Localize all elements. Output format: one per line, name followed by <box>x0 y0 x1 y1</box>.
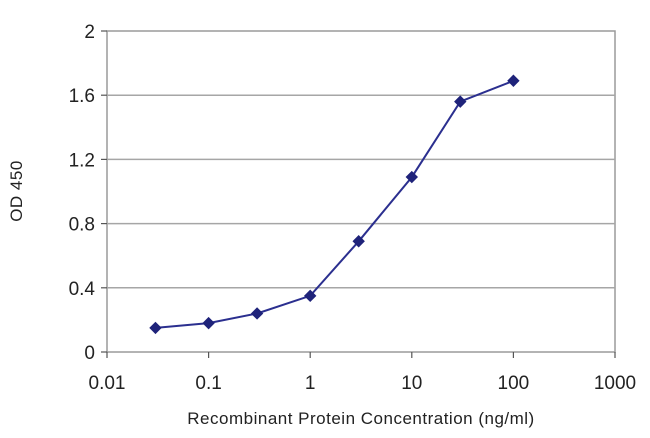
x-tick-label: 1000 <box>594 373 636 394</box>
grid-lines <box>107 94 615 289</box>
data-point <box>250 307 264 320</box>
x-tick-label: 10 <box>401 373 422 394</box>
data-point <box>454 95 467 108</box>
data-point <box>352 235 365 248</box>
y-axis-title: OD 450 <box>7 160 26 222</box>
y-tick-label: 0.4 <box>69 279 96 300</box>
data-point <box>202 316 215 330</box>
series-group <box>149 74 520 335</box>
x-axis-ticks: 0.01 0.1 1 10 100 1000 <box>89 352 636 394</box>
x-tick-label: 100 <box>498 373 530 394</box>
x-tick-label: 0.1 <box>195 373 221 394</box>
data-point <box>507 74 520 87</box>
x-tick-label: 1 <box>305 373 316 394</box>
x-axis-title: Recombinant Protein Concentration (ng/ml… <box>187 409 534 428</box>
y-tick-label: 2 <box>84 22 95 43</box>
data-point <box>149 321 162 335</box>
y-tick-label: 1.2 <box>69 150 95 171</box>
y-tick-label: 0 <box>84 343 95 364</box>
plot-area <box>106 30 616 353</box>
y-tick-label: 1.6 <box>69 86 95 107</box>
x-tick-label: 0.01 <box>89 373 126 394</box>
data-point <box>405 170 419 184</box>
series-line <box>155 79 514 329</box>
y-tick-label: 0.8 <box>69 215 95 236</box>
y-axis-ticks: 0 0.4 0.8 1.2 1.6 2 <box>69 22 107 364</box>
data-point <box>303 289 317 303</box>
